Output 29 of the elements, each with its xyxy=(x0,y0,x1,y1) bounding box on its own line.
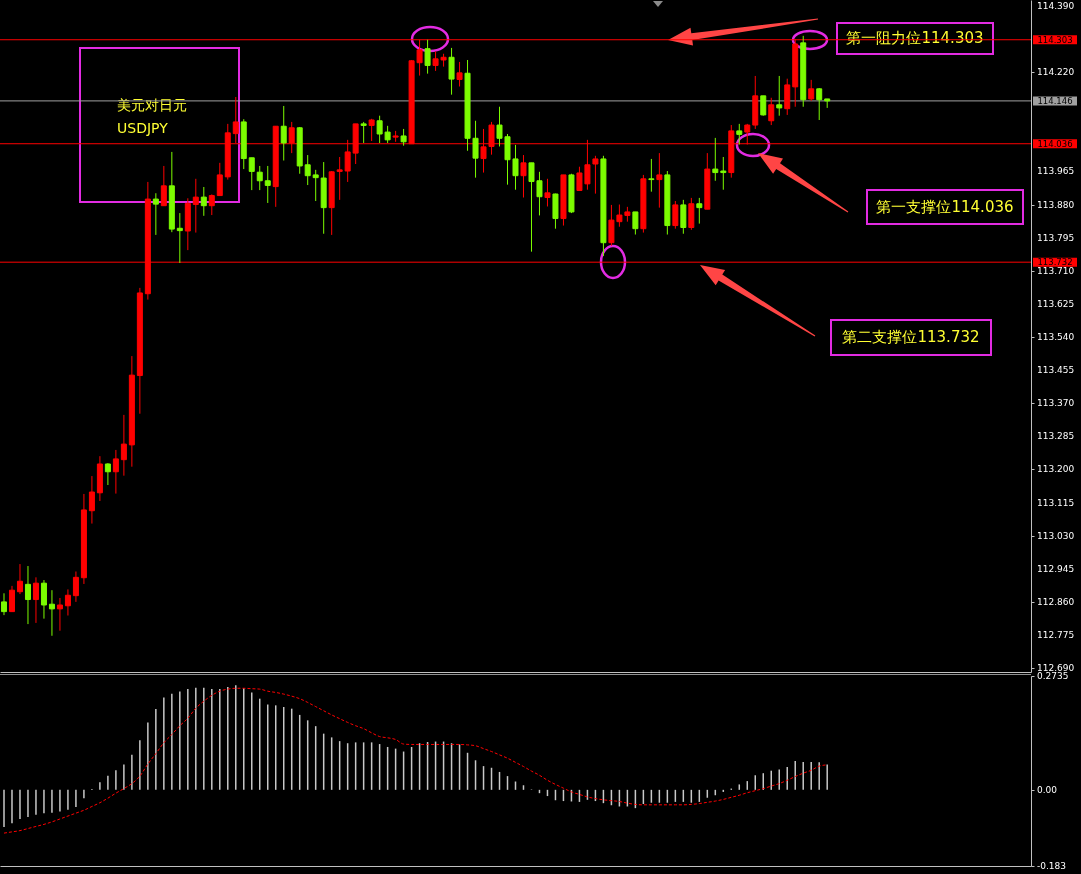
ref-line-label: 114.036 xyxy=(1037,138,1073,149)
y-tick-label: 112.860 xyxy=(1037,596,1075,607)
ref-line-label: 114.303 xyxy=(1037,34,1073,45)
ref-line-label: 113.732 xyxy=(1037,257,1073,268)
y-tick-label: 112.775 xyxy=(1037,629,1075,640)
y-tick-label: 113.370 xyxy=(1037,398,1075,409)
annotation: 第一支撑位114.036 xyxy=(866,189,1024,225)
y-tick-label: 112.690 xyxy=(1037,663,1075,674)
y-tick-label: 113.200 xyxy=(1037,464,1075,475)
y-tick-label: 113.115 xyxy=(1037,497,1075,508)
y-tick-label: 113.030 xyxy=(1037,530,1075,541)
y-tick-label: 113.795 xyxy=(1037,232,1075,243)
y-tick-label: 113.540 xyxy=(1037,331,1075,342)
y-tick-label: 114.390 xyxy=(1037,0,1075,11)
y-tick-label: 113.880 xyxy=(1037,199,1075,210)
y-tick-label: 112.945 xyxy=(1037,563,1075,574)
y-tick-label: 0.00 xyxy=(1037,784,1058,795)
y-tick-label: -0.183 xyxy=(1037,861,1067,871)
text: USDJPY xyxy=(117,120,168,136)
y-tick-label: 114.220 xyxy=(1037,67,1075,78)
ref-line-label: 114.146 xyxy=(1037,95,1073,106)
y-tick-label: 113.625 xyxy=(1037,298,1075,309)
y-tick-label: 113.285 xyxy=(1037,431,1075,442)
y-tick-label: 0.2735 xyxy=(1037,671,1069,681)
y-tick-label: 113.965 xyxy=(1037,166,1075,177)
y-tick-label: 113.710 xyxy=(1037,265,1075,276)
y-tick-label: 113.455 xyxy=(1037,365,1075,376)
text: 美元对日元 xyxy=(117,97,187,115)
annotation: 第二支撑位113.732 xyxy=(830,319,992,356)
